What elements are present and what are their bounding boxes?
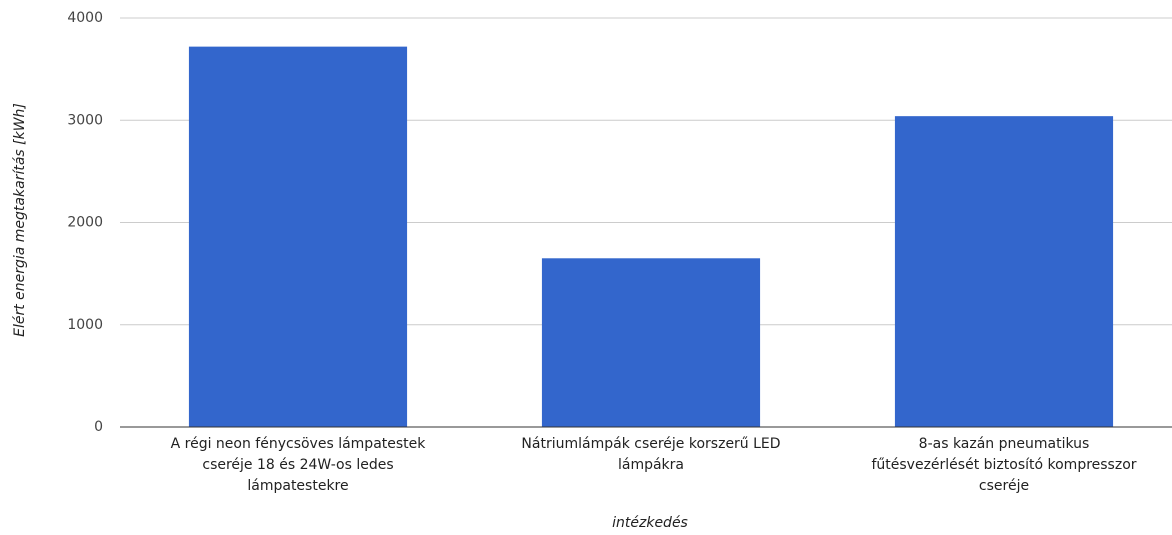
bar — [541, 258, 761, 427]
y-axis-title: Elért energia megtakarítás [kWh] — [12, 103, 28, 337]
x-tick-label: A régi neon fénycsöves lámpatestek cseré… — [170, 436, 426, 494]
x-axis-title: intézkedés — [612, 515, 688, 531]
bar — [188, 46, 408, 427]
x-tick-label: Nátriumlámpák cseréje korszerű LED lámpá… — [521, 436, 781, 473]
y-tick-label: 3000 — [67, 112, 103, 128]
bar — [894, 116, 1114, 427]
y-tick-label: 0 — [94, 419, 103, 435]
x-tick-label: 8-as kazán pneumatikus fűtésvezérlését b… — [871, 436, 1137, 494]
y-tick-label: 1000 — [67, 317, 103, 333]
y-tick-label: 4000 — [67, 10, 103, 26]
y-tick-label: 2000 — [67, 215, 103, 231]
